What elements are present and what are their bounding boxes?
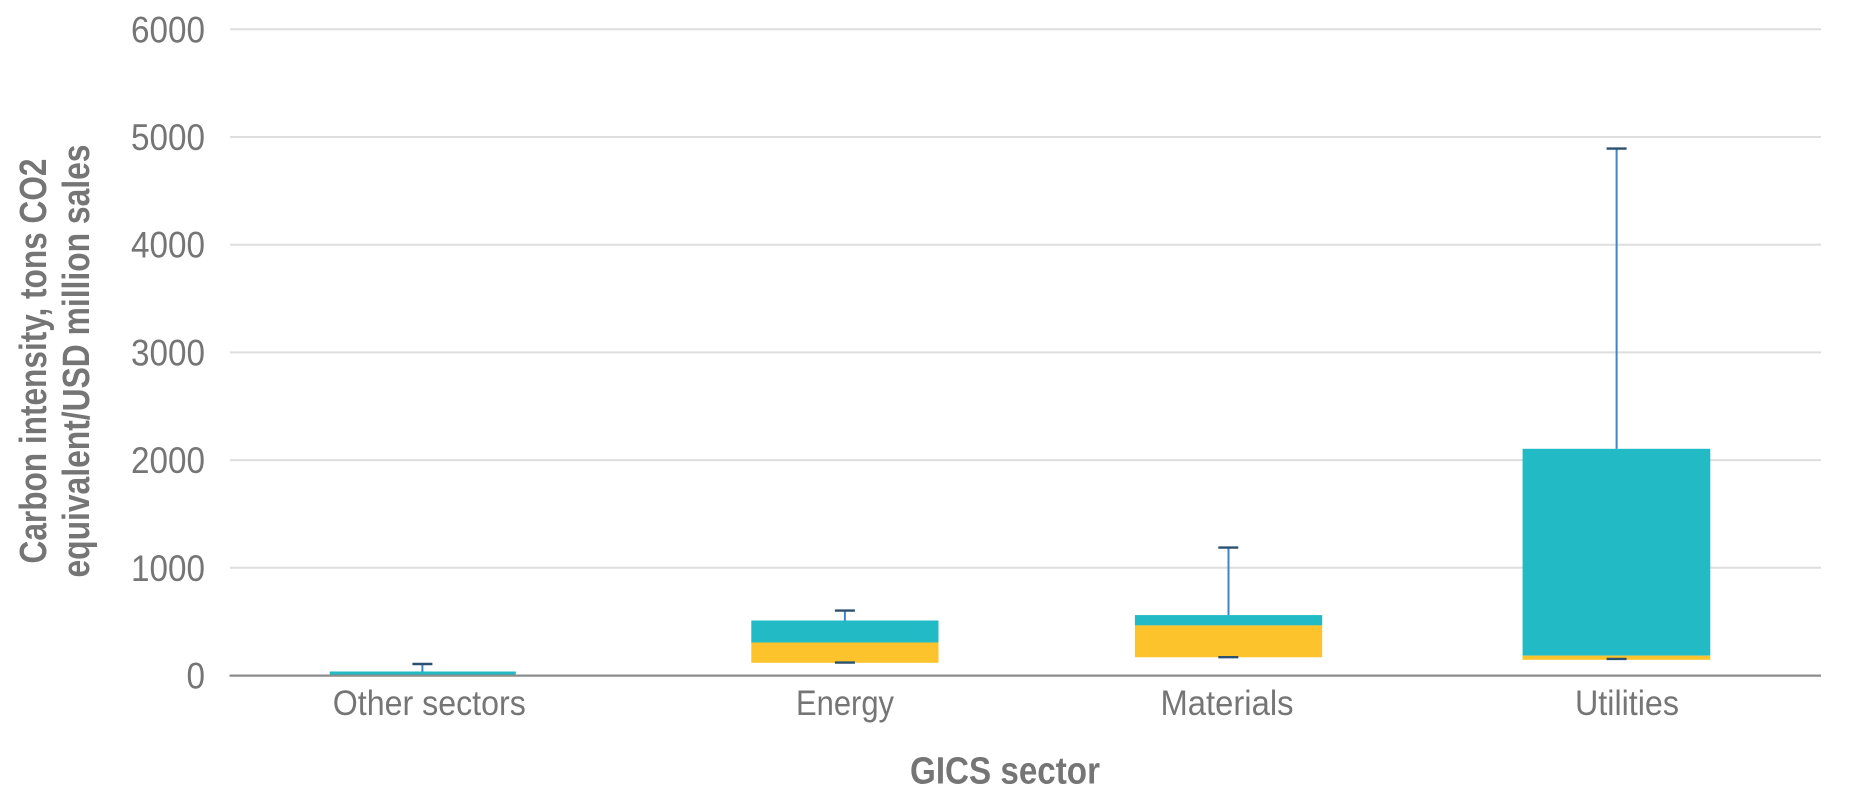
svg-text:Utilities: Utilities (1575, 684, 1679, 723)
svg-text:Carbon intensity, tons CO2: Carbon intensity, tons CO2 (13, 159, 55, 564)
svg-text:GICS sector: GICS sector (910, 750, 1100, 792)
svg-text:Energy: Energy (796, 684, 894, 723)
svg-text:2000: 2000 (131, 440, 205, 481)
svg-text:Materials: Materials (1161, 684, 1294, 723)
svg-text:5000: 5000 (131, 117, 205, 158)
svg-text:0: 0 (187, 656, 206, 697)
svg-text:4000: 4000 (131, 225, 205, 266)
svg-text:equivalent/USD million sales: equivalent/USD million sales (56, 145, 98, 578)
svg-text:1000: 1000 (131, 548, 205, 589)
svg-text:Other sectors: Other sectors (333, 684, 526, 723)
svg-text:6000: 6000 (131, 9, 205, 50)
svg-text:3000: 3000 (131, 332, 205, 373)
